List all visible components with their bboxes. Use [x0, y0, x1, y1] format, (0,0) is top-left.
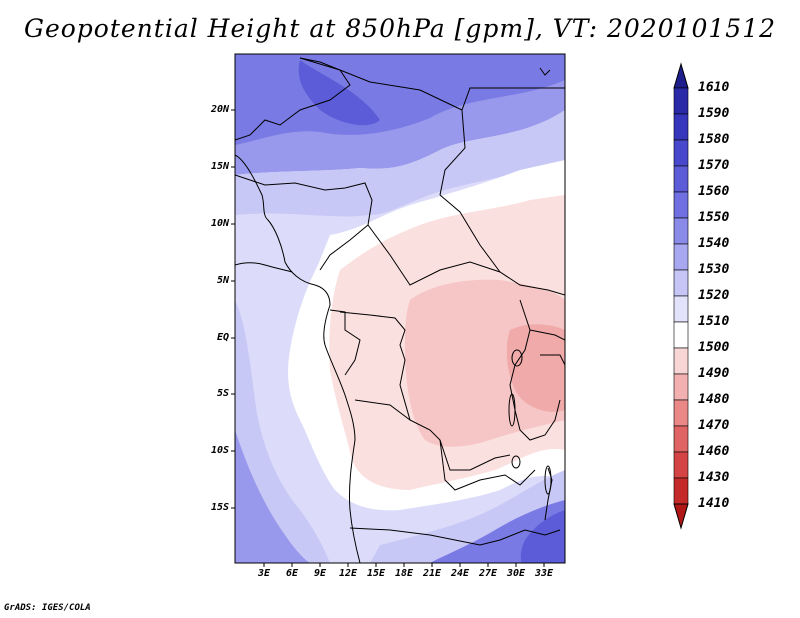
colorbar-segment [673, 321, 689, 349]
lat-label-15n: 15N [210, 161, 229, 172]
colorbar-label: 1520 [698, 288, 730, 303]
colorbar-segment [673, 139, 689, 167]
north-pale-zone [235, 110, 565, 217]
colorbar-segment [673, 217, 689, 245]
gabon-border [329, 309, 361, 376]
lat-label-eq: EQ [216, 332, 229, 343]
map-frame [234, 53, 566, 564]
colorbar-segment [673, 87, 689, 115]
colorbar-label: 1500 [698, 340, 730, 355]
chad-sudan-border [439, 194, 501, 273]
colorbar-label: 1580 [698, 132, 730, 147]
colorbar-segment [673, 295, 689, 323]
colorbar-label: 1460 [698, 444, 730, 459]
coastlines-borders [235, 57, 565, 563]
angola-south-border [349, 527, 561, 546]
sahel-border-1 [235, 57, 351, 141]
lat-label-10n: 10N [210, 218, 229, 229]
lon-label-6e: 6E [285, 568, 299, 579]
car-border [367, 224, 565, 296]
colorbar-label: 1590 [698, 106, 730, 121]
colorbar-label: 1430 [698, 470, 730, 485]
lon-label-15e: 15E [366, 568, 386, 579]
colorbar-top-arrow [673, 62, 689, 89]
congo-border [339, 311, 511, 471]
colorbar-segment [673, 113, 689, 141]
grads-credit: GrADS: IGES/COLA [4, 603, 91, 613]
colorbar-label: 1550 [698, 210, 730, 225]
colorbar-segment [673, 425, 689, 453]
colorbar-label: 1470 [698, 418, 730, 433]
lake-bangweulu [511, 455, 521, 469]
lat-label-10s: 10S [210, 445, 229, 456]
nigeria-border [235, 174, 373, 271]
lake-malawi [544, 465, 552, 495]
lat-label-5n: 5N [216, 275, 229, 286]
northeast-mark [539, 67, 551, 76]
lon-label-33e: 33E [534, 568, 554, 579]
lon-label-30e: 30E [506, 568, 526, 579]
colorbar-label: 1610 [698, 80, 730, 95]
southwest-blue-zone [235, 430, 310, 563]
colorbar-label: 1480 [698, 392, 730, 407]
lon-label-18e: 18E [394, 568, 414, 579]
lat-ticks [231, 109, 235, 509]
lake-tanganyika [508, 393, 516, 427]
lon-label-9e: 9E [313, 568, 327, 579]
lon-label-24e: 24E [450, 568, 470, 579]
libya-border [461, 87, 565, 111]
colorbar-segment [673, 243, 689, 271]
atlantic-coastline [235, 154, 361, 563]
lon-label-21e: 21E [422, 568, 442, 579]
colorbar-segment [673, 269, 689, 297]
map-title: Geopotential Height at 850hPa [gpm], VT:… [23, 14, 777, 43]
colorbar-segment [673, 347, 689, 375]
lakes [508, 349, 552, 495]
sahel-border-2 [299, 57, 466, 196]
uganda-border [529, 329, 565, 341]
angola-north-border [354, 399, 411, 421]
lat-label-5s: 5S [216, 388, 229, 399]
colorbar-segment [673, 165, 689, 193]
colorbar-label: 1410 [698, 496, 730, 511]
lon-label-3e: 3E [257, 568, 271, 579]
colorbar-label: 1530 [698, 262, 730, 277]
colorbar-label: 1570 [698, 158, 730, 173]
southeast-core-zone [520, 510, 565, 563]
colorbar-segment [673, 477, 689, 505]
colorbar-label: 1560 [698, 184, 730, 199]
colorbar-label: 1490 [698, 366, 730, 381]
colorbar-label: 1510 [698, 314, 730, 329]
height-field [235, 54, 565, 563]
gulf-coast [235, 262, 293, 273]
light-red-zone [405, 279, 565, 447]
lat-label-15s: 15S [210, 502, 229, 513]
colorbar-segment [673, 399, 689, 427]
zambia-border [439, 439, 536, 491]
rwanda-border [540, 354, 565, 366]
colorbar-bottom-arrow [673, 503, 689, 530]
lat-label-20n: 20N [210, 104, 229, 115]
colorbar-label: 1540 [698, 236, 730, 251]
lon-label-27e: 27E [478, 568, 498, 579]
lake-albert [511, 349, 523, 367]
lon-ticks [263, 563, 545, 567]
colorbar-segment [673, 191, 689, 219]
colorbar-segment [673, 451, 689, 479]
mid-red-zone [506, 324, 565, 412]
colorbar-segment [673, 373, 689, 401]
lon-label-12e: 12E [338, 568, 358, 579]
colorbar [673, 62, 689, 530]
